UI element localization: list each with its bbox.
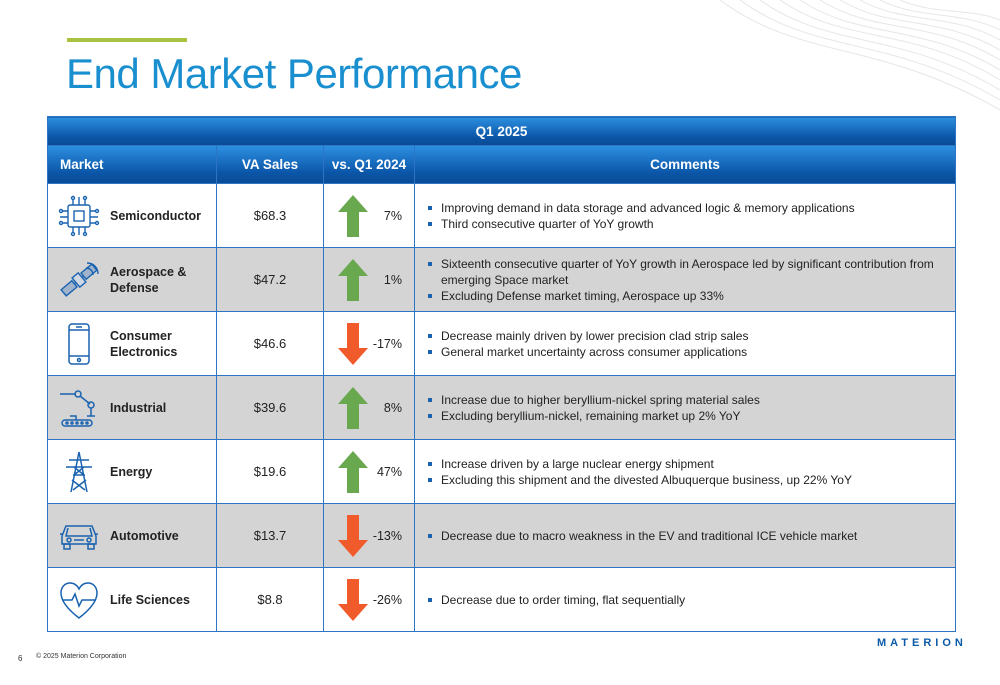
sales-column-header: VA Sales: [216, 145, 324, 184]
car-icon: [56, 514, 102, 558]
title-accent-bar: [67, 38, 187, 42]
market-name: Semiconductor: [110, 208, 201, 223]
up-arrow-icon: [338, 194, 368, 237]
comments-cell: Decrease due to order timing, flat seque…: [413, 567, 957, 632]
down-arrow-icon: [338, 578, 368, 621]
vs-cell: 47%: [323, 439, 415, 504]
robot-arm-icon: [56, 386, 102, 430]
vs-cell: 1%: [323, 247, 415, 312]
comment-item: Sixteenth consecutive quarter of YoY gro…: [427, 256, 945, 288]
down-arrow-icon: [338, 322, 368, 365]
vs-cell: -26%: [323, 567, 415, 632]
sales-value: $19.6: [216, 439, 324, 504]
decorative-waves: [719, 0, 1000, 111]
chip-icon: [56, 194, 102, 238]
market-name: Energy: [110, 464, 153, 479]
comment-item: Improving demand in data storage and adv…: [427, 200, 945, 216]
comment-item: General market uncertainty across consum…: [427, 344, 945, 360]
sales-value: $68.3: [216, 183, 324, 248]
market-cell: Energy: [47, 439, 217, 504]
market-name: Aerospace & Defense: [110, 264, 187, 295]
page-number: 6: [18, 654, 23, 663]
comments-list: Decrease due to macro weakness in the EV…: [427, 528, 945, 544]
market-name: Life Sciences: [110, 592, 190, 607]
comment-item: Decrease due to macro weakness in the EV…: [427, 528, 945, 544]
phone-icon: [56, 322, 102, 366]
up-arrow-icon: [338, 258, 368, 301]
copyright: © 2025 Materion Corporation: [36, 653, 127, 660]
table-row: Semiconductor $68.3 7% Improving demand in …: [47, 183, 957, 248]
page-title: End Market Performance: [66, 50, 522, 97]
comments-cell: Decrease due to macro weakness in the EV…: [413, 503, 957, 568]
vs-cell: 8%: [323, 375, 415, 440]
pct-change: 7%: [383, 208, 402, 223]
vs-cell: -13%: [323, 503, 415, 568]
market-cell: Automotive: [47, 503, 217, 568]
comment-item: Excluding this shipment and the divested…: [427, 472, 945, 488]
market-column-header: Market: [47, 145, 217, 184]
market-cell: Aerospace & Defense: [47, 247, 217, 312]
end-market-table: Q1 2025 Market VA Sales vs. Q1 2024 Comm…: [46, 116, 957, 632]
table-row: Consumer Electronics $46.6 -17% Decrease ma…: [47, 311, 957, 376]
comment-item: Increase driven by a large nuclear energ…: [427, 456, 945, 472]
comments-list: Improving demand in data storage and adv…: [427, 200, 945, 232]
comment-item: Decrease mainly driven by lower precisio…: [427, 328, 945, 344]
down-arrow-icon: [338, 514, 368, 557]
market-name: Automotive: [110, 528, 179, 543]
comments-list: Decrease due to order timing, flat seque…: [427, 592, 945, 608]
comments-cell: Improving demand in data storage and adv…: [413, 183, 957, 248]
comment-item: Excluding Defense market timing, Aerospa…: [427, 288, 945, 304]
comments-list: Decrease mainly driven by lower precisio…: [427, 328, 945, 360]
comment-item: Excluding beryllium-nickel, remaining ma…: [427, 408, 945, 424]
satellite-icon: [56, 258, 102, 302]
up-arrow-icon: [338, 450, 368, 493]
comments-cell: Sixteenth consecutive quarter of YoY gro…: [413, 247, 957, 312]
market-cell: Industrial: [47, 375, 217, 440]
sales-value: $39.6: [216, 375, 324, 440]
table-row: Energy $19.6 47% Increase driven by a large…: [47, 439, 957, 504]
sales-value: $13.7: [216, 503, 324, 568]
up-arrow-icon: [338, 386, 368, 429]
heart-pulse-icon: [56, 578, 102, 622]
market-cell: Consumer Electronics: [47, 311, 217, 376]
vs-column-header: vs. Q1 2024: [323, 145, 415, 184]
comment-item: Increase due to higher beryllium-nickel …: [427, 392, 945, 408]
comments-cell: Decrease mainly driven by lower precisio…: [413, 311, 957, 376]
materion-logo: MATERION: [877, 637, 967, 649]
pct-change: 47%: [376, 464, 402, 479]
sales-value: $46.6: [216, 311, 324, 376]
vs-cell: 7%: [323, 183, 415, 248]
comments-list: Sixteenth consecutive quarter of YoY gro…: [427, 256, 945, 304]
pct-change: -17%: [372, 336, 402, 351]
pct-change: 1%: [383, 272, 402, 287]
comment-item: Third consecutive quarter of YoY growth: [427, 216, 945, 232]
power-tower-icon: [56, 450, 102, 494]
comments-column-header: Comments: [413, 145, 957, 184]
pct-change: -13%: [372, 528, 402, 543]
comments-cell: Increase due to higher beryllium-nickel …: [413, 375, 957, 440]
vs-cell: -17%: [323, 311, 415, 376]
market-cell: Life Sciences: [47, 567, 217, 632]
sales-value: $8.8: [216, 567, 324, 632]
comments-cell: Increase driven by a large nuclear energ…: [413, 439, 957, 504]
table-row: Life Sciences $8.8 -26% Decrease due to ord…: [47, 567, 957, 632]
table-row: Aerospace & Defense $47.2 1% Sixteenth cons…: [47, 247, 957, 312]
table-row: Industrial $39.6 8% Increase due to higher …: [47, 375, 957, 440]
comments-list: Increase due to higher beryllium-nickel …: [427, 392, 945, 424]
pct-change: -26%: [372, 592, 402, 607]
market-name: Industrial: [110, 400, 167, 415]
comment-item: Decrease due to order timing, flat seque…: [427, 592, 945, 608]
table-row: Automotive $13.7 -13% Decrease due to macro…: [47, 503, 957, 568]
market-cell: Semiconductor: [47, 183, 217, 248]
period-header: Q1 2025: [46, 116, 957, 146]
sales-value: $47.2: [216, 247, 324, 312]
market-name: Consumer Electronics: [110, 328, 178, 359]
pct-change: 8%: [383, 400, 402, 415]
comments-list: Increase driven by a large nuclear energ…: [427, 456, 945, 488]
